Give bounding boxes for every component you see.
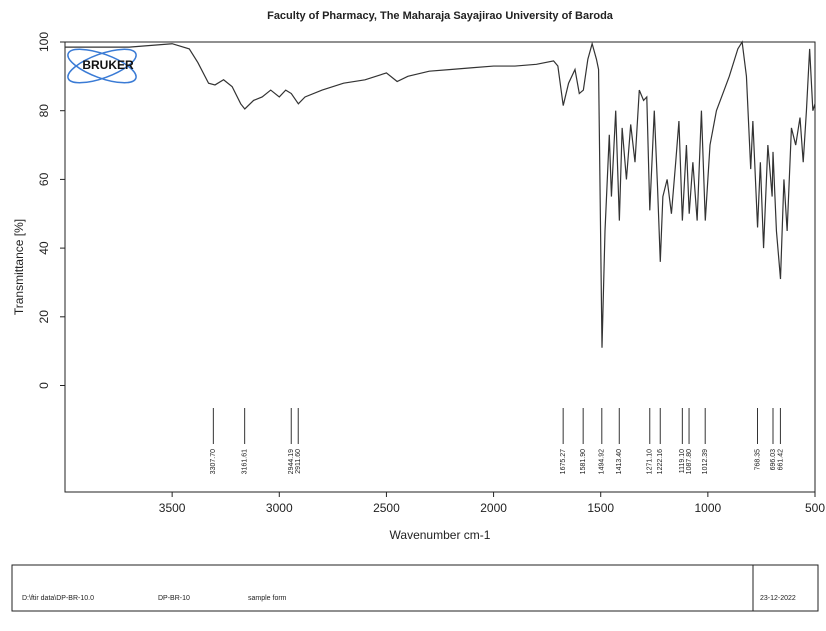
footer-date: 23-12-2022 xyxy=(760,595,796,602)
footer-box xyxy=(11,564,819,612)
y-tick-label: 100 xyxy=(37,32,51,52)
peak-label: 1119.10 xyxy=(679,449,686,473)
peak-label: 3307.70 xyxy=(210,449,217,474)
x-tick-label: 500 xyxy=(805,501,825,515)
peak-label: 3161.61 xyxy=(241,449,248,474)
peak-label: 696.03 xyxy=(770,449,777,471)
peak-label: 768.35 xyxy=(754,449,761,471)
x-tick-label: 1500 xyxy=(587,501,614,515)
peak-label: 1413.40 xyxy=(616,449,623,474)
x-tick-label: 1000 xyxy=(695,501,722,515)
x-tick-label: 3500 xyxy=(159,501,186,515)
logo-text: BRUKER xyxy=(82,58,134,72)
y-tick-label: 40 xyxy=(37,241,51,255)
chart-title: Faculty of Pharmacy, The Maharaja Sayaji… xyxy=(267,10,614,22)
peak-label: 2944.19 xyxy=(288,449,295,474)
peak-label: 1581.90 xyxy=(580,449,587,474)
spectrum-line xyxy=(65,40,816,348)
x-tick-label: 2000 xyxy=(480,501,507,515)
peak-label: 1222.16 xyxy=(657,449,664,474)
y-tick-label: 20 xyxy=(37,310,51,324)
peak-label: 1675.27 xyxy=(560,449,567,474)
y-tick-label: 0 xyxy=(37,382,51,389)
peak-label: 1494.92 xyxy=(599,449,606,474)
y-axis-label: Transmittance [%] xyxy=(12,219,26,315)
x-tick-label: 3000 xyxy=(266,501,293,515)
footer-sample: DP-BR-10 xyxy=(158,595,190,602)
x-axis-label: Wavenumber cm-1 xyxy=(390,528,491,542)
peak-label: 1271.10 xyxy=(647,449,654,474)
x-tick-label: 2500 xyxy=(373,501,400,515)
peak-label: 1012.39 xyxy=(702,449,709,474)
peak-label: 1087.80 xyxy=(686,449,693,474)
y-tick-label: 80 xyxy=(37,104,51,118)
peak-label: 661.42 xyxy=(777,449,784,471)
footer-form: sample form xyxy=(248,595,287,602)
y-tick-label: 60 xyxy=(37,172,51,186)
plot-frame xyxy=(64,41,816,493)
peak-label: 2911.60 xyxy=(295,449,302,474)
logo: BRUKER xyxy=(67,48,137,84)
footer-path: D:\ftir data\DP-BR-10.0 xyxy=(22,595,94,602)
